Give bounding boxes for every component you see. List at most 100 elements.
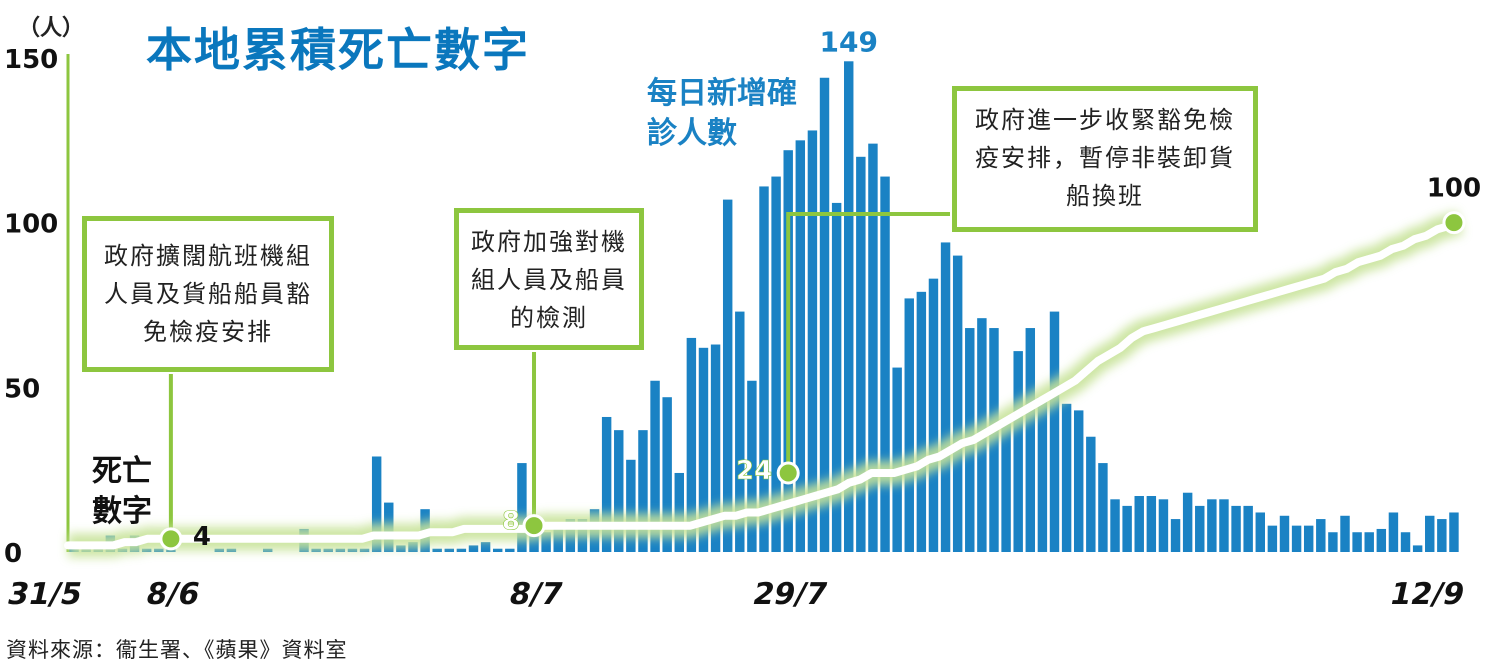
daily-case-bar [952,255,963,552]
y-tick-label: 150 [4,45,58,75]
death-marker [159,527,183,551]
daily-case-bar [1134,496,1144,552]
daily-case-bar [904,298,914,552]
daily-case-bar [662,397,672,552]
daily-case-bar [674,472,684,552]
daily-case-bar [807,130,818,552]
daily-case-bar [1061,403,1072,552]
daily-case-bar [396,545,406,552]
daily-case-bar [686,337,697,552]
x-tick-label: 12/9 [1387,577,1468,612]
daily-case-bar [1328,532,1338,552]
daily-case-bar [480,542,491,552]
daily-cases-bars: 149 [69,25,1459,553]
daily-case-bar [1207,499,1217,552]
x-axis: 31/5 8/6 8/7 29/7 12/9 [4,577,1467,612]
y-unit-label: （人） [18,16,85,41]
daily-case-bar [844,61,854,552]
daily-case-bar [831,202,842,552]
daily-case-bar [759,186,769,552]
daily-case-bar [710,344,721,552]
daily-case-bar [1437,519,1447,552]
daily-case-bar [626,459,636,552]
daily-case-bar [517,463,527,552]
daily-case-bar [1098,463,1108,552]
daily-case-bar [868,143,878,552]
daily-case-bar [1400,532,1411,552]
daily-case-bar [1425,515,1435,552]
daily-case-bar [1376,528,1387,552]
daily-case-bar [1086,436,1096,552]
callout-box-2: 政府加強對機組人員及船員的檢測 [452,206,646,352]
daily-case-bar [1291,525,1302,552]
daily-case-bar [553,528,563,552]
x-tick-label: 8/6 [143,577,203,612]
death-marker [522,514,546,538]
daily-series-label: 每日新增確診人數 [647,76,797,151]
daily-case-bar [1412,545,1423,552]
callout-connector [786,212,952,473]
x-tick-label: 31/5 [4,577,85,612]
daily-case-bar [1170,519,1181,552]
daily-case-bar [456,548,467,552]
y-axis: 0 50 100 150 [4,45,70,569]
daily-case-bar [1013,351,1023,552]
daily-case-bar [1158,499,1169,552]
callout-connectors [168,212,952,539]
x-tick-label: 29/7 [750,577,831,612]
daily-case-bar [1255,512,1265,552]
daily-case-bar [1352,532,1362,552]
daily-case-bar [1449,512,1459,552]
daily-case-bar [771,176,781,552]
peak-value-label: 149 [820,25,878,58]
death-markers: 4 8 24 100 [159,174,1481,552]
callout-box-3: 政府進一步收緊豁免檢疫安排，暫停非裝卸貨船換班 [950,84,1260,234]
daily-case-bar [1195,505,1205,552]
death-marker [1442,211,1466,235]
daily-case-bar [856,156,866,553]
chart-title: 本地累積死亡數字 [146,23,530,77]
daily-case-bar [928,278,939,552]
daily-case-bar [1001,423,1011,552]
daily-case-bar [601,416,612,552]
daily-case-bar [432,548,442,552]
daily-case-bar [505,548,515,552]
daily-case-bar [698,347,709,552]
daily-case-bar [1146,496,1157,552]
daily-case-bar [747,380,757,552]
daily-case-bar [880,176,890,552]
daily-case-bar [650,380,660,552]
daily-case-bar [735,311,745,552]
daily-case-bar [1073,410,1084,552]
daily-case-bar [1110,499,1120,552]
daily-case-bar [1303,525,1314,552]
daily-case-bar [371,456,382,552]
daily-case-bar [638,430,648,552]
daily-case-bar [819,77,830,552]
callout-box-1: 政府擴闊航班機組人員及貨船船員豁免檢疫安排 [80,214,336,374]
death-value-label: 8 [502,507,520,537]
daily-case-bar [940,242,951,552]
daily-case-bar [1316,519,1326,552]
daily-case-bar [1122,505,1132,552]
daily-case-bar [1243,505,1253,552]
death-line [64,211,1464,558]
deaths-series-label: 死亡數字 [92,454,152,529]
daily-case-bar [1364,532,1374,552]
daily-case-bar [1037,397,1048,552]
death-line-path [64,218,1464,550]
death-marker [776,461,800,485]
daily-case-bar [614,430,624,552]
daily-case-bar [1279,515,1290,552]
daily-case-bar [916,291,927,552]
daily-case-bar [1388,512,1399,552]
daily-case-bar [468,545,479,552]
y-tick-label: 100 [4,210,58,240]
source-note: 資料來源：衞生署、《蘋果》資料室 [6,638,348,662]
x-tick-label: 8/7 [506,577,566,612]
death-value-label: 24 [736,456,772,486]
daily-case-bar [1025,328,1036,552]
daily-case-bar [795,140,806,552]
daily-case-bar [1219,499,1229,552]
